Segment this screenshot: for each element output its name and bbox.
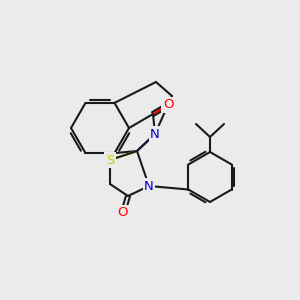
- Text: N: N: [150, 128, 160, 140]
- Text: O: O: [163, 98, 173, 112]
- Text: O: O: [118, 206, 128, 220]
- Text: N: N: [144, 179, 154, 193]
- Text: S: S: [106, 154, 114, 166]
